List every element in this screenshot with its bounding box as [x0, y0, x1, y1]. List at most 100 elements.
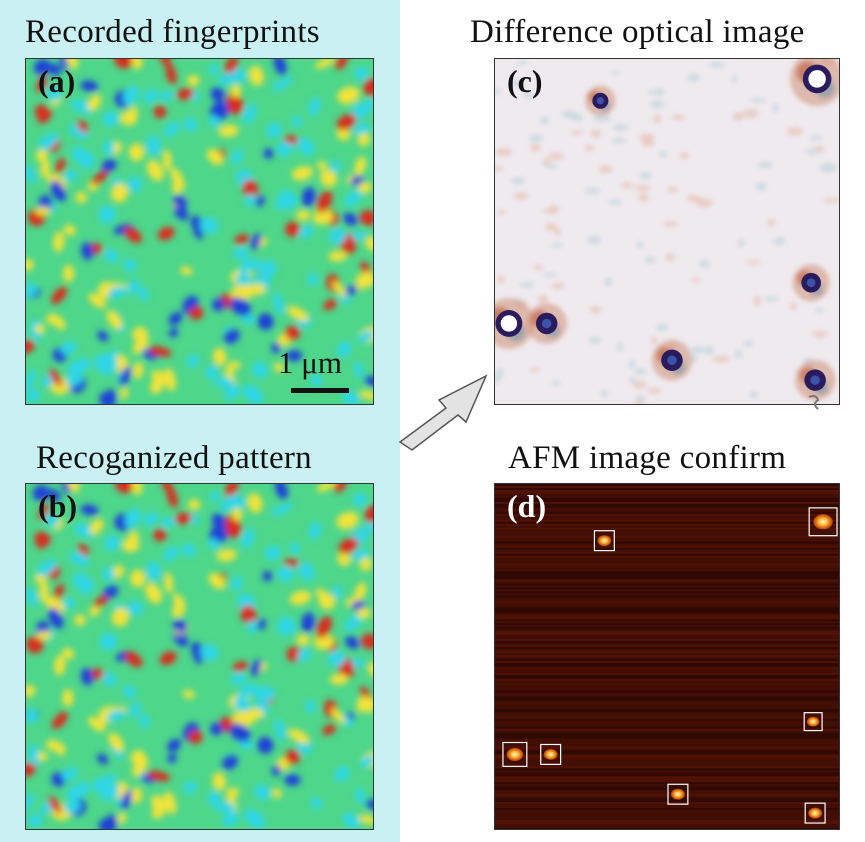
speckle-spot — [289, 590, 312, 605]
speckle-spot — [354, 66, 369, 81]
speckle-spot — [355, 787, 365, 804]
speckle-spot — [26, 340, 35, 354]
speckle-spot — [329, 673, 349, 685]
speckle-spot — [36, 76, 47, 93]
speckle-spot — [301, 187, 316, 207]
speckle-spot — [159, 59, 172, 68]
speckle-spot — [216, 549, 237, 562]
speckle-spot — [38, 133, 59, 151]
speckle-spot — [176, 88, 194, 100]
speckle-spot — [296, 210, 311, 221]
speckle-spot — [291, 116, 303, 127]
speckle-spot — [272, 292, 285, 315]
speckle-spot — [80, 80, 99, 92]
speckle-spot — [158, 90, 175, 101]
speckle-spot — [274, 719, 286, 742]
speckle-spot — [131, 59, 143, 70]
speckle-spot — [316, 190, 333, 213]
speckle-spot — [224, 329, 240, 344]
panel-label-a: (a) — [38, 63, 76, 99]
difference-map — [495, 59, 839, 404]
particle-box — [808, 507, 838, 537]
speckle-spot — [65, 373, 83, 387]
speckle-spot — [357, 330, 373, 343]
speckle-spot — [361, 271, 373, 287]
speckle-spot — [117, 812, 127, 824]
afm-particle — [806, 716, 820, 727]
speckle-spot — [149, 378, 165, 394]
speckle-spot — [230, 575, 243, 591]
speckle-spot — [81, 242, 94, 260]
speckle-spot — [327, 650, 346, 667]
panel-b-recognized-pattern: (b) — [25, 483, 374, 830]
speckle-spot — [49, 369, 63, 387]
speckle-spot — [167, 488, 178, 508]
speckle-spot — [257, 313, 274, 330]
speckle-spot — [146, 160, 164, 181]
speckle-spot — [206, 148, 224, 165]
speckle-spot — [240, 528, 255, 549]
speckle-spot — [301, 612, 315, 633]
speckle-spot — [352, 103, 370, 115]
speckle-spot — [46, 313, 59, 325]
speckle-spot — [97, 753, 109, 765]
speckle-spot — [80, 504, 99, 516]
speckle-spot — [26, 588, 38, 606]
title-difference-optical-image: Difference optical image — [470, 14, 805, 50]
speckle-spot — [230, 285, 245, 301]
afm-particle — [506, 747, 524, 761]
speckle-spot — [336, 511, 359, 530]
speckle-spot — [130, 750, 146, 766]
speckle-spot — [129, 702, 141, 718]
speckle-spot — [162, 149, 172, 171]
speckle-spot — [330, 160, 341, 174]
speckle-spot — [190, 215, 203, 229]
speckle-spot — [248, 65, 264, 86]
speckle-spot — [46, 739, 59, 751]
speckle-spot — [164, 572, 173, 594]
speckle-spot — [338, 537, 359, 554]
afm-particle — [813, 514, 833, 530]
speckle-spot — [34, 324, 46, 334]
speckle-spot — [351, 530, 368, 541]
speckle-pattern-b — [26, 484, 373, 829]
speckle-spot — [102, 672, 117, 686]
speckle-spot — [36, 631, 53, 640]
speckle-spot — [61, 598, 76, 609]
speckle-spot — [254, 784, 271, 801]
particle-box — [803, 712, 823, 732]
speckle-spot — [63, 264, 75, 283]
speckle-spot — [160, 517, 176, 528]
speckle-spot — [285, 749, 300, 765]
speckle-spot — [187, 75, 200, 87]
speckle-spot — [181, 543, 196, 557]
speckle-spot — [167, 753, 177, 764]
speckle-spot — [163, 791, 177, 815]
speckle-spot — [78, 543, 89, 556]
speckle-spot — [80, 667, 94, 686]
speckle-pattern-a — [26, 59, 373, 404]
speckle-spot — [26, 258, 34, 271]
speckle-spot — [102, 110, 119, 127]
speckle-spot — [26, 684, 36, 697]
speckle-spot — [97, 330, 109, 342]
speckle-spot — [189, 306, 204, 320]
speckle-spot — [286, 306, 309, 322]
speckle-spot — [200, 644, 219, 661]
speckle-spot — [232, 710, 246, 726]
speckle-spot — [278, 190, 297, 209]
speckle-spot — [138, 287, 149, 302]
speckle-spot — [130, 569, 146, 588]
speckle-spot — [188, 730, 203, 744]
speckle-spot — [362, 697, 373, 713]
speckle-spot — [352, 123, 371, 135]
speckle-spot — [274, 484, 288, 500]
speckle-spot — [277, 501, 293, 515]
speckle-spot — [157, 226, 175, 241]
speckle-spot — [91, 170, 109, 185]
particle-box — [804, 802, 826, 824]
speckle-spot — [210, 86, 225, 102]
speckle-spot — [131, 484, 143, 496]
speckle-spot — [229, 723, 251, 743]
speckle-spot — [310, 374, 323, 387]
